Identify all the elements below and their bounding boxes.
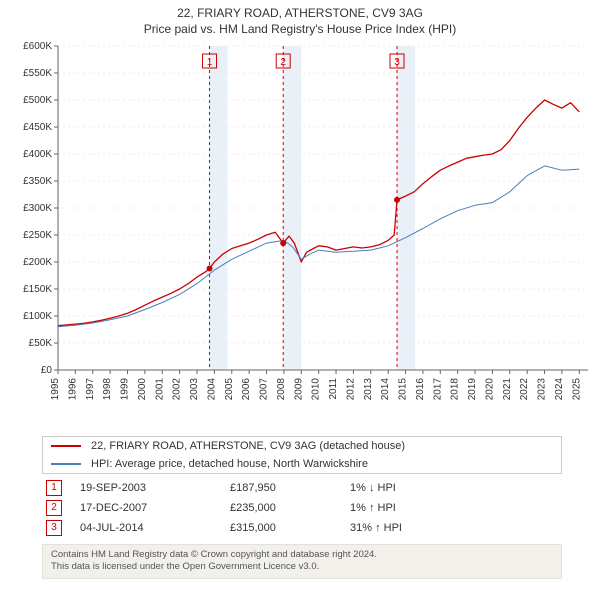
svg-text:2000: 2000 [137,378,148,401]
svg-text:2016: 2016 [415,378,426,401]
svg-text:2015: 2015 [398,378,409,401]
event-date: 17-DEC-2007 [80,502,230,514]
chart-title-line2: Price paid vs. HM Land Registry's House … [8,22,592,36]
event-number-box: 1 [46,480,62,496]
event-date: 04-JUL-2014 [80,522,230,534]
svg-text:2019: 2019 [467,378,478,401]
svg-text:£100K: £100K [23,311,52,322]
svg-text:2001: 2001 [154,378,165,401]
svg-text:2023: 2023 [537,378,548,401]
svg-text:£500K: £500K [23,95,52,106]
legend-item: HPI: Average price, detached house, Nort… [43,455,561,473]
price-chart: £0 £50K £100K £150K £200K £250K £300K £350K £400… [8,40,592,430]
svg-text:2022: 2022 [519,378,530,401]
legend-item: 22, FRIARY ROAD, ATHERSTONE, CV9 3AG (de… [43,437,561,455]
event-delta: 31% ↑ HPI [350,522,470,534]
event-row: 2 17-DEC-2007£235,0001% ↑ HPI [42,498,562,518]
svg-text:2010: 2010 [311,378,322,401]
event-delta: 1% ↓ HPI [350,482,470,494]
event-row: 1 19-SEP-2003£187,9501% ↓ HPI [42,478,562,498]
svg-text:1998: 1998 [102,378,113,401]
event-price: £235,000 [230,502,350,514]
svg-text:£250K: £250K [23,230,52,241]
event-price: £315,000 [230,522,350,534]
legend-label: HPI: Average price, detached house, Nort… [91,458,368,470]
svg-text:2014: 2014 [380,378,391,401]
svg-text:2013: 2013 [363,378,374,401]
svg-text:£50K: £50K [29,338,53,349]
svg-text:2012: 2012 [345,378,356,401]
footer-line2: This data is licensed under the Open Gov… [51,561,553,573]
svg-text:1997: 1997 [85,378,96,401]
svg-text:2024: 2024 [554,378,565,401]
footer-line1: Contains HM Land Registry data © Crown c… [51,549,553,561]
svg-text:2006: 2006 [241,378,252,401]
legend-swatch [51,463,81,465]
svg-text:2007: 2007 [259,378,270,401]
svg-text:£350K: £350K [23,176,52,187]
event-row: 3 04-JUL-2014£315,00031% ↑ HPI [42,518,562,538]
svg-text:£400K: £400K [23,149,52,160]
svg-text:2011: 2011 [328,378,339,400]
svg-text:£600K: £600K [23,41,52,52]
svg-text:2003: 2003 [189,378,200,401]
legend-box: 22, FRIARY ROAD, ATHERSTONE, CV9 3AG (de… [42,436,562,474]
svg-text:1: 1 [207,57,213,68]
svg-text:2004: 2004 [206,378,217,401]
event-delta: 1% ↑ HPI [350,502,470,514]
svg-text:1996: 1996 [67,378,78,401]
chart-title-line1: 22, FRIARY ROAD, ATHERSTONE, CV9 3AG [8,6,592,20]
svg-text:2009: 2009 [293,378,304,401]
svg-text:2008: 2008 [276,378,287,401]
svg-text:2025: 2025 [571,378,582,401]
event-date: 19-SEP-2003 [80,482,230,494]
svg-text:2005: 2005 [224,378,235,401]
svg-text:£0: £0 [41,365,53,376]
svg-text:2021: 2021 [502,378,513,401]
svg-text:2018: 2018 [450,378,461,401]
svg-text:2020: 2020 [484,378,495,401]
events-table: 1 19-SEP-2003£187,9501% ↓ HPI 2 17-DEC-2007… [42,478,562,538]
svg-text:£150K: £150K [23,284,52,295]
svg-text:£200K: £200K [23,257,52,268]
svg-text:2002: 2002 [172,378,183,401]
svg-text:£550K: £550K [23,68,52,79]
legend-swatch [51,445,81,447]
svg-text:£450K: £450K [23,122,52,133]
event-price: £187,950 [230,482,350,494]
svg-text:2: 2 [280,57,286,68]
svg-text:2017: 2017 [432,378,443,401]
svg-text:3: 3 [394,57,400,68]
event-number-box: 2 [46,500,62,516]
attribution-footer: Contains HM Land Registry data © Crown c… [42,544,562,579]
svg-text:1995: 1995 [50,378,61,401]
event-number-box: 3 [46,520,62,536]
svg-text:1999: 1999 [120,378,131,401]
svg-text:£300K: £300K [23,203,52,214]
legend-label: 22, FRIARY ROAD, ATHERSTONE, CV9 3AG (de… [91,440,405,452]
